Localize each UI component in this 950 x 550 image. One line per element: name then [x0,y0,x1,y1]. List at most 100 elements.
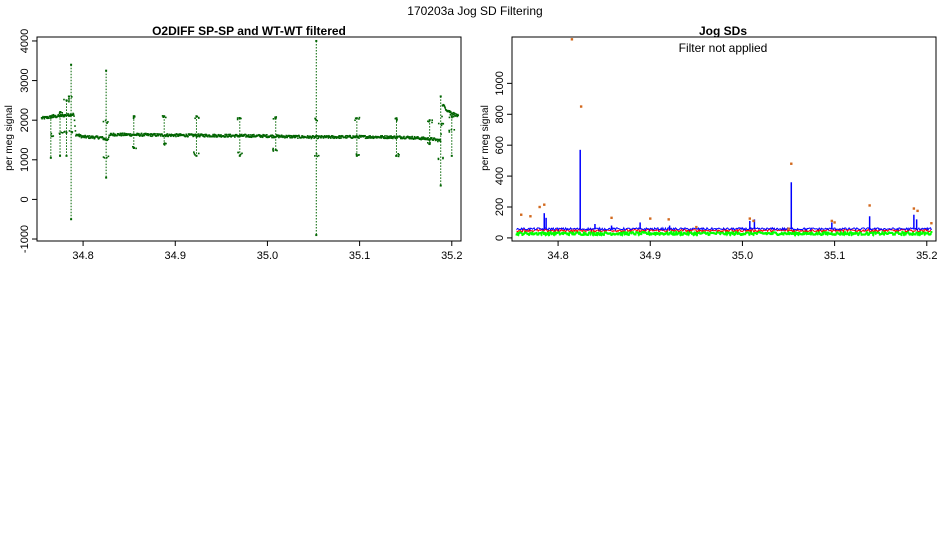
o2diff-point [281,135,284,137]
o2diff-point [176,133,179,136]
o2diff-point [448,110,450,113]
o2diff-point [171,134,174,136]
jog-sds-xtick-label: 35.2 [916,250,937,262]
o2diff-point [421,138,424,140]
o2diff-point [453,129,456,131]
o2diff-point [342,135,344,137]
o2diff-point [80,136,83,139]
o2diff-point [101,135,104,138]
o2diff-point [106,156,108,159]
o2diff-point [150,133,153,136]
o2diff-point [129,134,131,137]
o2diff-point [354,119,356,122]
o2diff-excursion-low [315,234,318,237]
o2diff-point [242,135,245,137]
o2diff-point [120,134,123,137]
o2diff-point [379,136,381,139]
o2diff-point [90,136,93,139]
o2diff-point [81,135,84,137]
o2diff-point [266,134,268,136]
o2diff-point [50,132,53,135]
o2diff-point [107,138,110,140]
o2diff-point [288,134,291,137]
o2diff-point [216,135,219,138]
o2diff-point [340,135,343,138]
o2diff-point [69,113,72,116]
o2diff-point [448,109,451,112]
o2diff-point [455,113,457,115]
o2diff-point [310,137,313,140]
o2diff-point [133,115,136,117]
o2diff-point [301,135,303,137]
panel-jog-sds-ylabel: per meg signal [480,105,491,171]
o2diff-point [53,114,55,117]
jog-sd-outlier-point [868,204,871,207]
o2diff-excursion-high [450,115,453,118]
o2diff-point [157,134,160,137]
o2diff-point [175,135,177,138]
o2diff-point [133,146,136,149]
o2diff-point [50,117,52,119]
o2diff-point [155,134,158,137]
o2diff-point [353,135,355,138]
o2diff-point [228,134,231,136]
o2diff-point [364,134,366,137]
o2diff-point [278,136,280,139]
o2diff-point [93,136,95,139]
o2diff-point [367,137,370,139]
o2diff-point [280,134,283,137]
o2diff-point [272,150,275,152]
o2diff-point [399,137,402,140]
o2diff-point [320,136,322,139]
o2diff-point [219,135,222,138]
o2diff-point [130,134,133,137]
o2diff-point [449,111,451,114]
o2diff-point [355,135,358,138]
o2diff-point [197,133,200,135]
o2diff-point [416,136,418,138]
o2diff-point [152,134,154,137]
o2diff-point [104,139,107,141]
o2diff-point [452,115,455,118]
o2diff-point [382,136,384,138]
o2diff-point [325,136,327,139]
o2diff-point [286,136,289,139]
o2diff-point [345,134,348,137]
o2diff-point [72,113,75,116]
o2diff-point [166,133,168,135]
o2diff-ytick-label: 4000 [19,29,31,53]
o2diff-point [103,138,105,141]
o2diff-point [159,135,162,137]
o2diff-point [405,136,408,139]
o2diff-point [213,133,216,136]
o2diff-point [54,114,57,117]
o2diff-point [335,137,338,139]
o2diff-point [125,134,127,136]
o2diff-point [93,137,96,140]
o2diff-point [380,137,383,139]
o2diff-point [62,114,64,116]
o2diff-point [212,135,215,138]
o2diff-point [186,135,188,137]
o2diff-point [63,98,65,101]
o2diff-point [60,114,62,116]
jog-sd-green-line [515,229,933,238]
o2diff-point [192,135,194,138]
o2diff-point [259,135,261,138]
o2diff-point [123,132,126,135]
o2diff-point [444,107,447,109]
o2diff-point [443,104,446,107]
o2diff-point [40,116,43,119]
o2diff-point [317,135,319,137]
o2diff-point [112,134,114,137]
o2diff-point [263,134,266,136]
o2diff-point [262,133,264,136]
o2diff-point [247,134,250,136]
o2diff-point [57,115,60,117]
o2diff-point [244,133,247,136]
o2diff-excursion-high [355,117,358,120]
o2diff-point [203,134,205,136]
o2diff-point [78,133,80,136]
o2diff-point [308,137,310,139]
o2diff-point [316,135,318,137]
